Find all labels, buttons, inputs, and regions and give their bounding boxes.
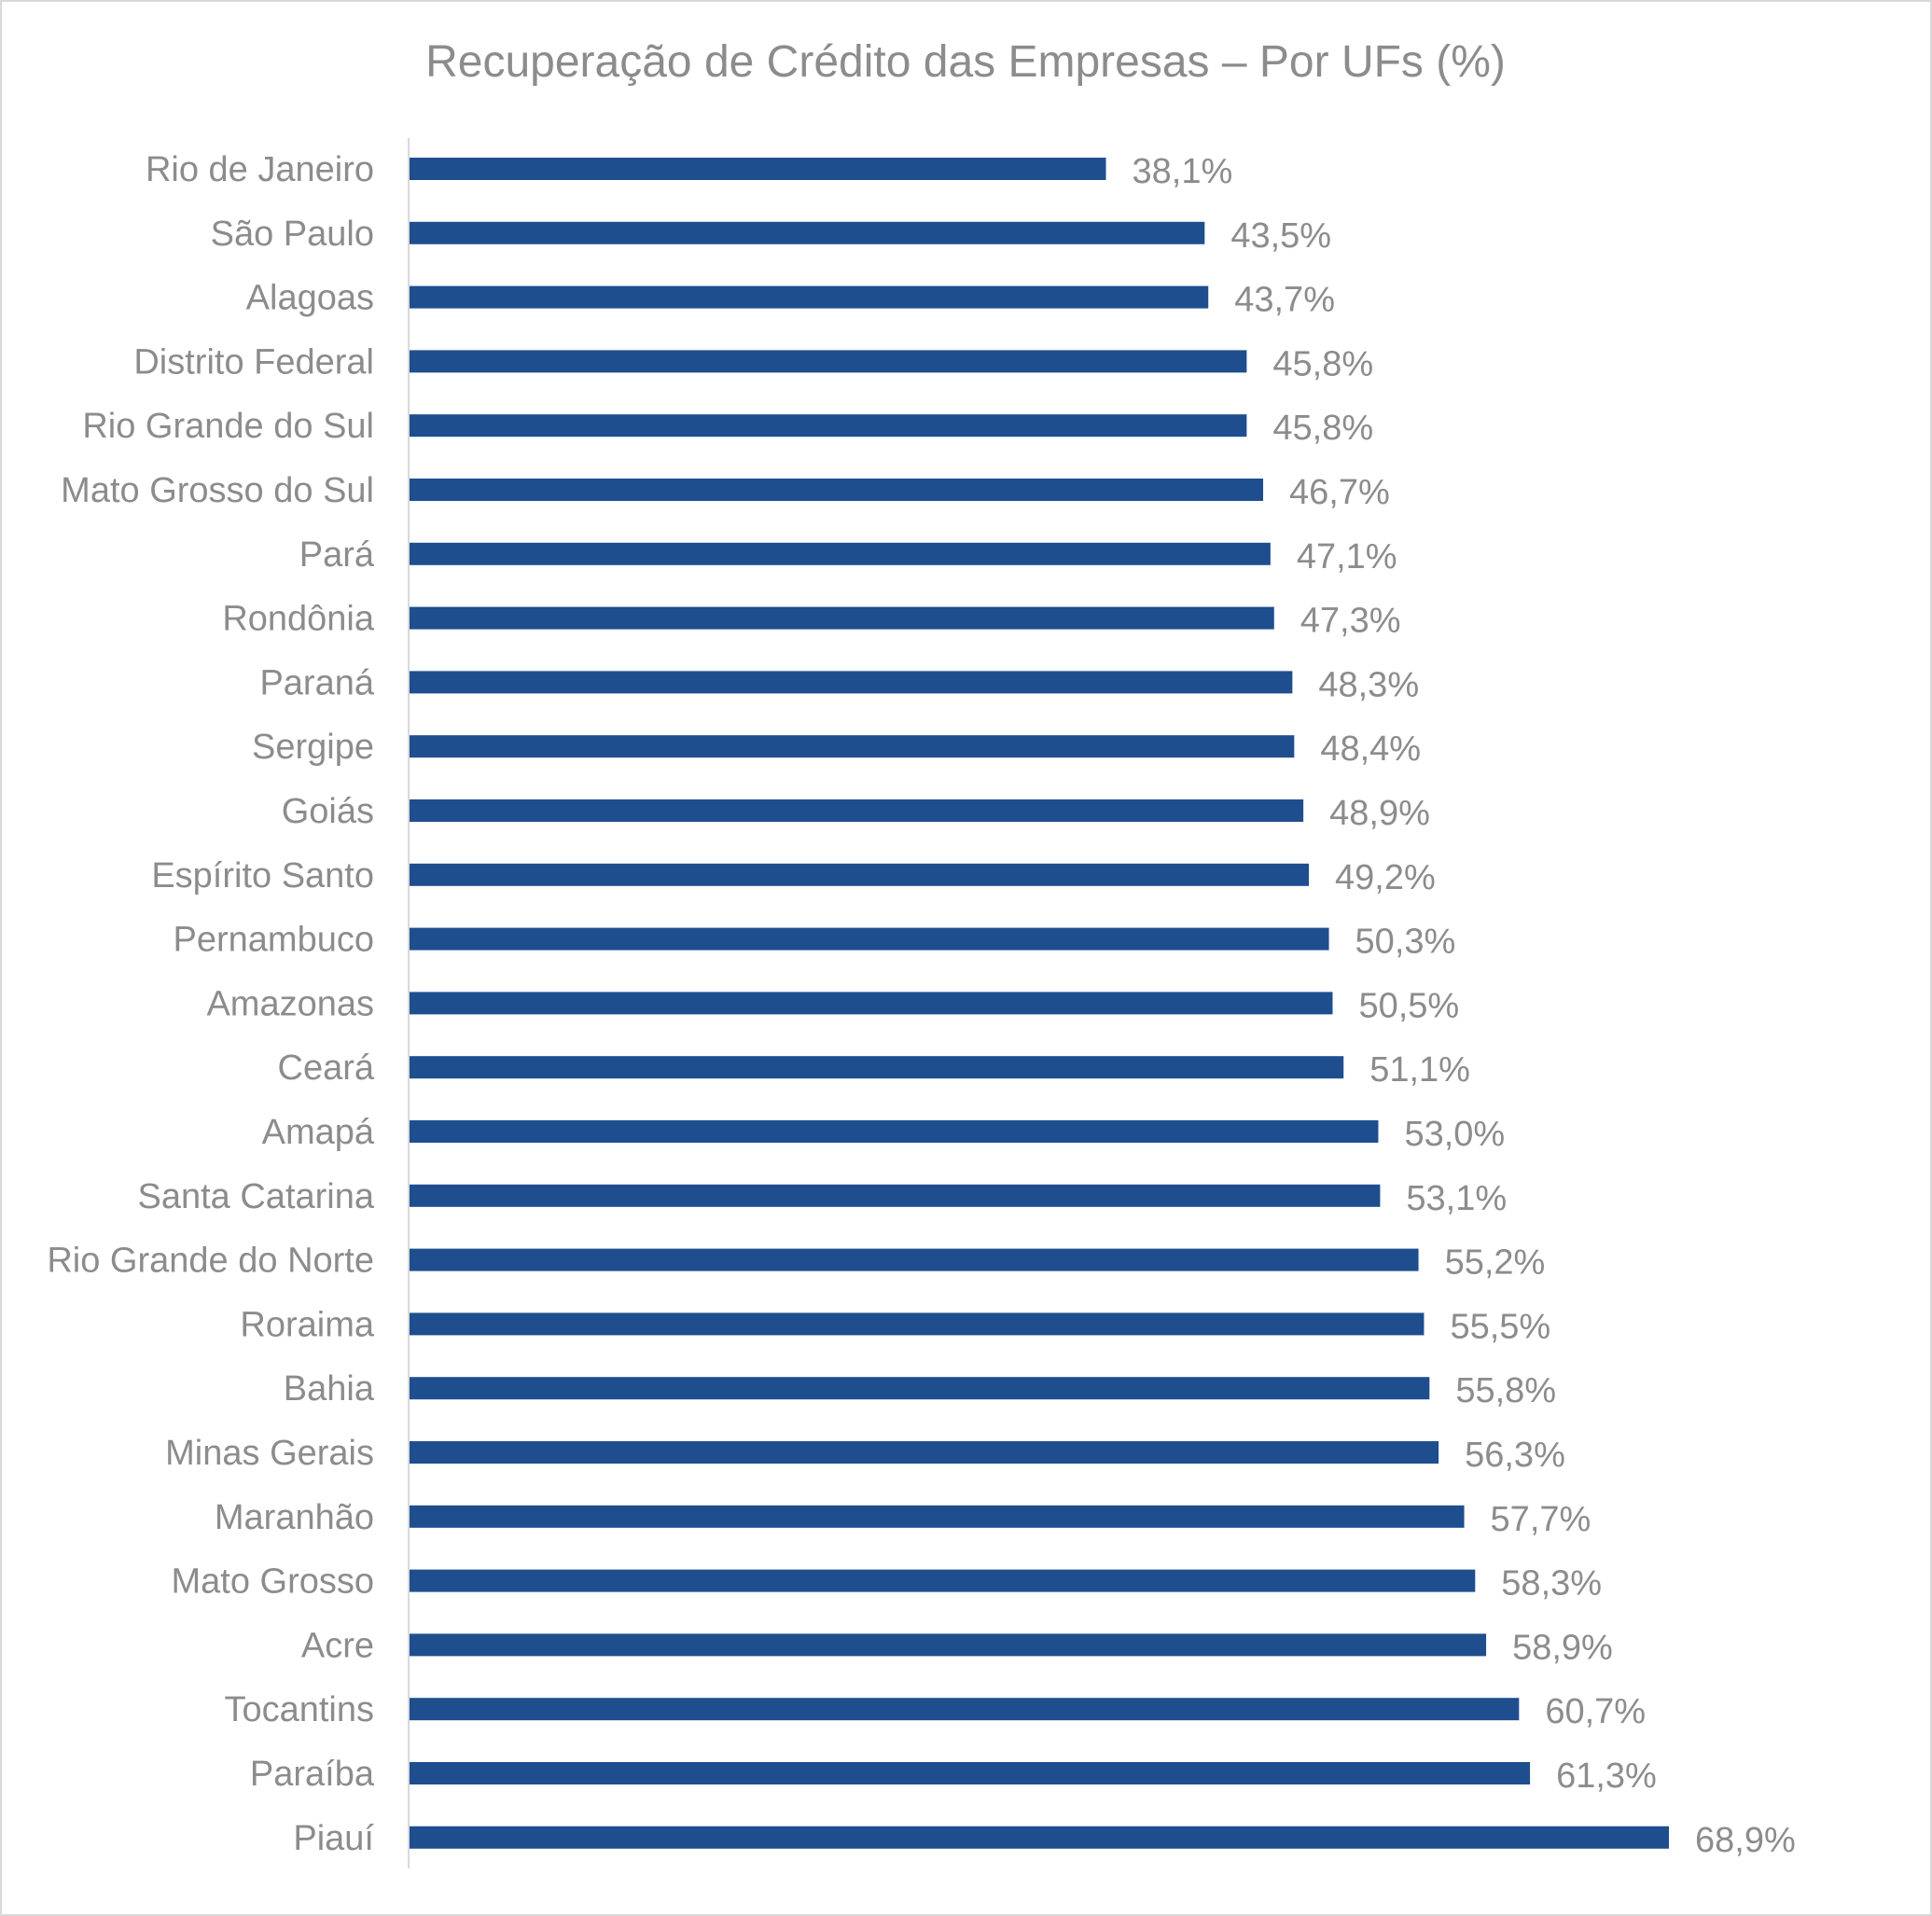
- bar: [410, 1056, 1344, 1079]
- bar: [410, 1505, 1465, 1528]
- category-label: Sergipe: [252, 728, 374, 767]
- category-label: Tocantins: [224, 1690, 374, 1729]
- bar: [410, 1826, 1669, 1849]
- value-label: 60,7%: [1545, 1692, 1646, 1731]
- value-label: 43,5%: [1230, 216, 1331, 256]
- category-label: Rondônia: [222, 600, 375, 639]
- category-label: Santa Catarina: [138, 1177, 375, 1216]
- value-label: 47,1%: [1297, 537, 1397, 576]
- category-label: Mato Grosso do Sul: [61, 471, 374, 510]
- category-label: Rio Grande do Norte: [47, 1242, 374, 1281]
- category-label: Rio Grande do Sul: [82, 407, 374, 446]
- value-label: 46,7%: [1289, 473, 1390, 512]
- value-label: 49,2%: [1335, 858, 1436, 897]
- bar: [410, 1698, 1520, 1721]
- category-label: Espírito Santo: [151, 856, 374, 896]
- category-label: Acre: [301, 1626, 374, 1665]
- value-label: 68,9%: [1695, 1821, 1796, 1860]
- bar: [410, 414, 1247, 437]
- category-label: Pará: [299, 535, 375, 575]
- bar: [410, 1248, 1419, 1271]
- category-label: Distrito Federal: [133, 342, 374, 382]
- bar: [410, 1762, 1531, 1784]
- bar: [410, 1184, 1381, 1207]
- value-label: 58,9%: [1512, 1628, 1613, 1667]
- category-label: Mato Grosso: [171, 1562, 374, 1602]
- value-labels-group: 38,1% 43,5% 43,7% 45,8% 45,8% 46,7% 47,1% 47,3%…: [1133, 152, 1796, 1860]
- category-label: São Paulo: [211, 215, 374, 254]
- bar: [410, 1633, 1487, 1657]
- value-label: 55,8%: [1455, 1371, 1556, 1410]
- value-label: 56,3%: [1465, 1436, 1565, 1475]
- category-label: Maranhão: [215, 1498, 374, 1537]
- bars-group: [410, 158, 1669, 1849]
- category-labels-group: Rio de Janeiro São Paulo Alagoas Distrito F…: [47, 150, 375, 1858]
- bar: [410, 1441, 1439, 1464]
- bar: [410, 542, 1271, 565]
- value-label: 45,8%: [1272, 409, 1373, 448]
- category-label: Bahia: [284, 1369, 375, 1409]
- value-label: 50,3%: [1355, 923, 1456, 962]
- category-label: Minas Gerais: [165, 1434, 374, 1473]
- value-label: 55,2%: [1445, 1243, 1546, 1283]
- bar: [410, 863, 1310, 886]
- value-label: 57,7%: [1491, 1500, 1591, 1539]
- category-label: Amazonas: [206, 984, 374, 1023]
- value-label: 61,3%: [1556, 1756, 1657, 1796]
- category-label: Amapá: [262, 1113, 375, 1152]
- bar: [410, 350, 1247, 373]
- bar: [410, 285, 1209, 309]
- category-label: Pernambuco: [174, 921, 374, 960]
- bar: [410, 158, 1106, 180]
- bar: [410, 1120, 1379, 1143]
- category-label: Rio de Janeiro: [146, 150, 374, 189]
- value-label: 48,4%: [1320, 729, 1421, 769]
- bar: [410, 1569, 1476, 1592]
- value-label: 47,3%: [1300, 602, 1401, 641]
- value-label: 45,8%: [1272, 344, 1373, 383]
- category-label: Roraima: [240, 1305, 374, 1344]
- value-label: 38,1%: [1133, 152, 1233, 191]
- value-label: 51,1%: [1369, 1050, 1470, 1090]
- value-label: 55,5%: [1450, 1307, 1550, 1346]
- category-label: Paraíba: [250, 1755, 375, 1794]
- chart-title: Recuperação de Crédito das Empresas – Po…: [425, 37, 1506, 87]
- bar: [410, 1377, 1430, 1400]
- category-label: Piauí: [293, 1819, 374, 1858]
- bar: [410, 606, 1274, 630]
- category-label: Alagoas: [246, 279, 374, 318]
- value-label: 58,3%: [1501, 1564, 1602, 1604]
- bar: [410, 221, 1205, 244]
- category-label: Goiás: [282, 792, 374, 831]
- bar: [410, 479, 1264, 501]
- category-label: Ceará: [278, 1048, 375, 1088]
- bar: [410, 1312, 1425, 1336]
- value-label: 48,9%: [1329, 794, 1430, 833]
- bar: [410, 735, 1295, 758]
- category-label: Paraná: [259, 663, 374, 702]
- value-label: 50,5%: [1358, 986, 1459, 1025]
- value-label: 48,3%: [1318, 665, 1419, 704]
- value-label: 53,0%: [1404, 1115, 1505, 1154]
- bar: [410, 799, 1304, 822]
- value-label: 53,1%: [1406, 1179, 1507, 1218]
- value-label: 43,7%: [1234, 281, 1335, 320]
- bar: [410, 927, 1329, 951]
- bar: [410, 671, 1293, 694]
- bar: [410, 992, 1333, 1015]
